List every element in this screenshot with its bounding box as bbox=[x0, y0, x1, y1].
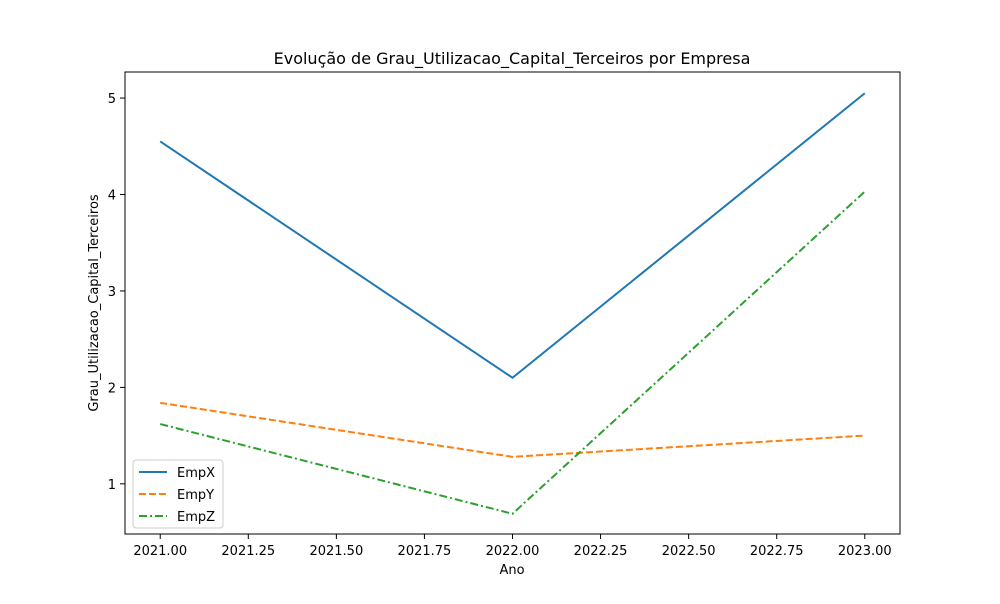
legend: EmpX EmpY EmpZ bbox=[132, 459, 224, 529]
plot-area: 2021.00 2021.25 2021.50 2021.75 2022.00 2022.… bbox=[108, 71, 901, 559]
y-tick-label: 1 bbox=[108, 478, 116, 493]
plot-frame bbox=[124, 71, 901, 535]
x-tick-label: 2022.00 bbox=[486, 544, 540, 559]
y-tick-label: 3 bbox=[108, 285, 116, 300]
x-axis-label: Ano bbox=[499, 563, 524, 578]
legend-label-empx: EmpX bbox=[177, 466, 215, 481]
chart-title: Evolução de Grau_Utilizacao_Capital_Terc… bbox=[274, 49, 751, 69]
x-tick-label: 2021.00 bbox=[133, 544, 187, 559]
x-tick-label: 2021.75 bbox=[398, 544, 452, 559]
legend-label-empy: EmpY bbox=[177, 488, 214, 503]
x-tick-label: 2021.50 bbox=[309, 544, 363, 559]
y-tick-label: 4 bbox=[108, 188, 116, 203]
x-tick-label: 2022.75 bbox=[750, 544, 804, 559]
y-axis-label: Grau_Utilizacao_Capital_Terceiros bbox=[87, 194, 102, 412]
series-line-empy bbox=[160, 401, 865, 458]
y-tick-label: 5 bbox=[108, 92, 116, 107]
series-line-empx bbox=[159, 92, 866, 379]
x-tick-label: 2022.25 bbox=[574, 544, 628, 559]
legend-label-empz: EmpZ bbox=[177, 510, 215, 525]
y-tick-label: 2 bbox=[108, 381, 116, 396]
legend-box bbox=[132, 459, 224, 529]
x-tick-label: 2023.00 bbox=[838, 544, 892, 559]
x-tick-label: 2022.50 bbox=[662, 544, 716, 559]
series-line-empz bbox=[159, 190, 866, 515]
x-tick-label: 2021.25 bbox=[221, 544, 275, 559]
